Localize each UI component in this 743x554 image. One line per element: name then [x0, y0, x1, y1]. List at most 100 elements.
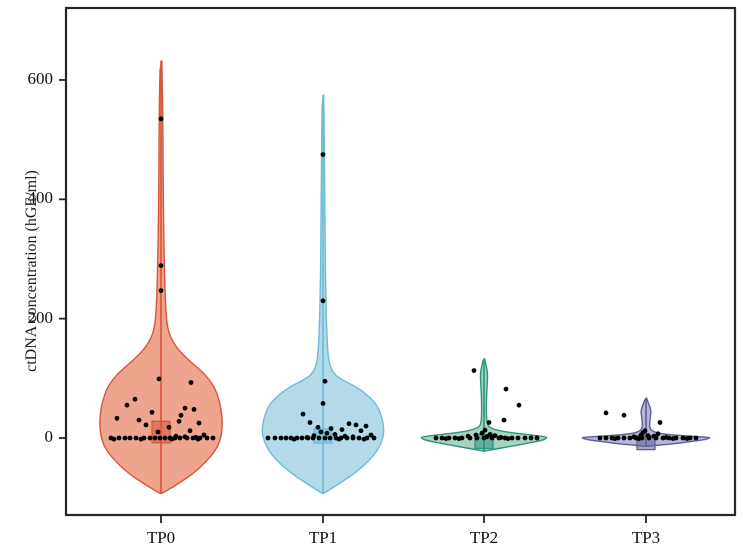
data-point [516, 402, 522, 408]
axes-frame-layer [59, 6, 737, 523]
data-point [501, 417, 507, 423]
data-point [439, 435, 445, 441]
y-tick-label-400: 400 [27, 188, 54, 208]
data-point [196, 420, 202, 426]
data-point [178, 412, 184, 418]
data-point [339, 427, 345, 432]
data-point [315, 424, 321, 430]
data-point [603, 435, 609, 441]
data-point [291, 436, 297, 442]
data-point [467, 435, 473, 441]
data-point [305, 435, 311, 441]
data-point [316, 435, 322, 441]
data-point [122, 435, 128, 441]
data-point [320, 401, 326, 406]
data-point [482, 427, 488, 433]
data-point [653, 435, 659, 441]
data-point [278, 435, 284, 441]
data-point [156, 376, 162, 382]
data-point [328, 426, 334, 431]
data-point [210, 435, 216, 441]
data-point [336, 436, 342, 442]
data-point [158, 116, 164, 122]
y-tick-label-600: 600 [27, 68, 54, 88]
data-point [190, 435, 196, 441]
data-point [132, 396, 138, 402]
data-point [111, 436, 117, 442]
data-point [147, 435, 153, 441]
data-point [657, 420, 663, 425]
data-point [522, 435, 528, 441]
data-point [353, 422, 359, 428]
data-point [474, 435, 480, 441]
data-point [496, 435, 502, 441]
plot-frame [64, 6, 737, 517]
data-point [666, 435, 672, 441]
data-point [201, 432, 207, 438]
data-point [310, 435, 316, 441]
x-tick-label-tp3: TP3 [631, 528, 661, 547]
data-point [177, 435, 183, 441]
data-point [670, 436, 676, 441]
data-point [320, 152, 326, 158]
data-point [684, 436, 690, 441]
data-point [204, 435, 210, 441]
data-point [627, 435, 633, 441]
data-point [621, 435, 627, 441]
data-point [155, 429, 161, 435]
data-point [358, 428, 364, 434]
data-point [350, 435, 356, 441]
data-point [143, 422, 149, 428]
data-point [300, 411, 306, 417]
data-point [283, 435, 289, 441]
data-point [169, 436, 175, 442]
data-point [152, 435, 158, 441]
x-tick-label-tp0: TP0 [146, 528, 176, 547]
data-point [433, 435, 439, 441]
data-point [356, 435, 362, 441]
data-point [346, 421, 352, 427]
violins-layer [99, 60, 711, 495]
data-point [299, 435, 305, 441]
data-point [612, 436, 618, 441]
data-point [191, 407, 197, 412]
y-tick-label-200: 200 [27, 307, 54, 327]
data-point [158, 288, 164, 293]
data-point [188, 380, 194, 385]
data-point [176, 418, 182, 424]
data-point [646, 435, 652, 441]
y-tick-label-0: 0 [44, 427, 54, 446]
data-point [322, 435, 328, 441]
data-point [157, 435, 163, 441]
data-point [515, 435, 521, 441]
data-point [486, 420, 492, 425]
data-point [187, 428, 193, 434]
data-point [603, 410, 609, 416]
data-point [307, 420, 313, 425]
data-point [322, 378, 328, 384]
data-point [195, 436, 201, 442]
data-point [158, 263, 164, 268]
x-tick-label-tp1: TP1 [308, 528, 338, 547]
data-point [528, 435, 534, 441]
data-point [332, 432, 338, 437]
data-point [162, 435, 168, 441]
data-point [318, 429, 324, 435]
data-point [138, 436, 144, 442]
data-point [184, 435, 190, 441]
data-point [371, 435, 377, 441]
data-point [324, 430, 330, 436]
data-point [363, 423, 369, 429]
data-point [361, 436, 367, 442]
data-point [680, 435, 686, 441]
x-tick-label-tp2: TP2 [469, 528, 499, 547]
data-point [503, 386, 509, 392]
data-point [114, 415, 120, 421]
data-point [660, 435, 666, 441]
data-point [489, 435, 495, 441]
data-point [149, 409, 155, 415]
data-point [166, 424, 172, 430]
data-point [621, 412, 627, 418]
